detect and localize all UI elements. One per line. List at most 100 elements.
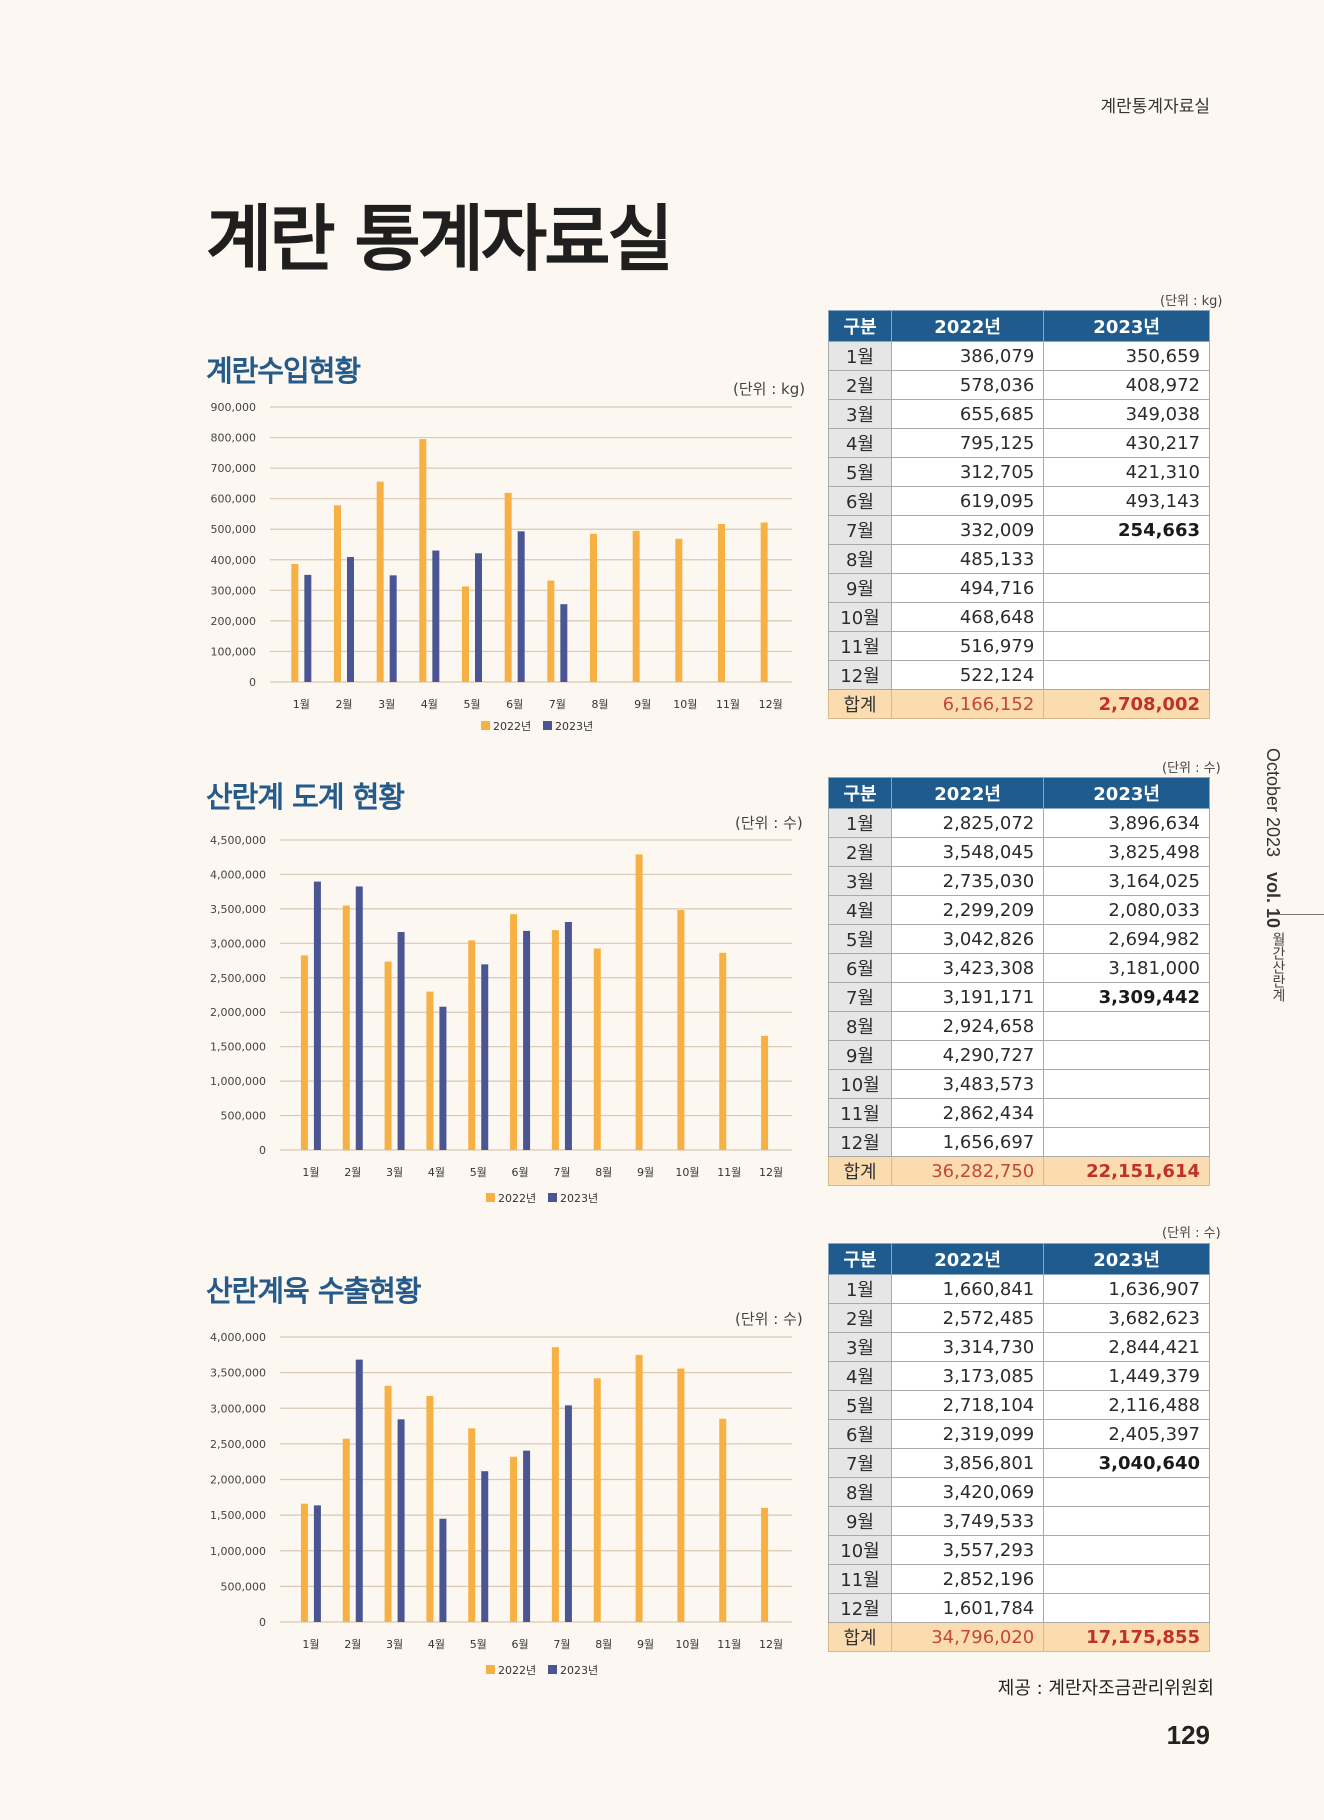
bar-2022 bbox=[300, 1503, 308, 1622]
value-2022: 3,423,308 bbox=[890, 953, 1045, 983]
bar-2022 bbox=[468, 940, 476, 1150]
table-egg-import: 구분 2022년 2023년 1월 386,079 350,659 2월 578,036 408… bbox=[828, 310, 1210, 719]
table-row: 4월 795,125 430,217 bbox=[828, 428, 1210, 458]
value-2022: 485,133 bbox=[890, 544, 1045, 574]
x-tick-label: 12월 bbox=[759, 1638, 783, 1651]
table-row: 5월 3,042,826 2,694,982 bbox=[828, 924, 1210, 954]
bar-2022 bbox=[635, 854, 643, 1150]
x-tick-label: 11월 bbox=[716, 698, 740, 711]
value-2022: 1,660,841 bbox=[890, 1274, 1045, 1304]
month-cell: 11월 bbox=[828, 1564, 892, 1594]
value-2023 bbox=[1043, 1127, 1210, 1157]
bar-2022 bbox=[291, 564, 299, 682]
legend-label-2023: 2023년 bbox=[560, 1192, 598, 1205]
value-2022: 468,648 bbox=[890, 602, 1045, 632]
table-row: 11월 516,979 bbox=[828, 631, 1210, 661]
total-row: 합계 6,166,152 2,708,002 bbox=[828, 689, 1210, 719]
month-cell: 7월 bbox=[828, 982, 892, 1012]
legend-label-2022: 2022년 bbox=[498, 1664, 536, 1677]
bar-2023 bbox=[313, 881, 321, 1150]
total-2022: 36,282,750 bbox=[890, 1156, 1045, 1186]
month-cell: 3월 bbox=[828, 1332, 892, 1362]
table-row: 1월 2,825,072 3,896,634 bbox=[828, 808, 1210, 838]
value-2022: 3,042,826 bbox=[890, 924, 1045, 954]
y-tick-label: 4,500,000 bbox=[210, 834, 266, 847]
value-2022: 2,862,434 bbox=[890, 1098, 1045, 1128]
x-tick-label: 3월 bbox=[378, 698, 395, 711]
y-tick-label: 100,000 bbox=[211, 645, 257, 658]
value-2023: 2,116,488 bbox=[1043, 1390, 1210, 1420]
month-cell: 4월 bbox=[828, 1361, 892, 1391]
month-cell: 1월 bbox=[828, 1274, 892, 1304]
total-row: 합계 36,282,750 22,151,614 bbox=[828, 1156, 1210, 1186]
table-row: 12월 522,124 bbox=[828, 660, 1210, 690]
table-row: 4월 2,299,209 2,080,033 bbox=[828, 895, 1210, 925]
value-2022: 2,572,485 bbox=[890, 1303, 1045, 1333]
table-unit-egg-import: (단위 : kg) bbox=[1160, 294, 1223, 309]
total-row: 합계 34,796,020 17,175,855 bbox=[828, 1622, 1210, 1652]
total-2022: 34,796,020 bbox=[890, 1622, 1045, 1652]
legend-swatch-2023 bbox=[548, 1665, 557, 1674]
bar-2023 bbox=[523, 1450, 531, 1622]
table-row: 8월 485,133 bbox=[828, 544, 1210, 574]
total-2023: 17,175,855 bbox=[1043, 1622, 1210, 1652]
x-tick-label: 2월 bbox=[344, 1638, 361, 1651]
value-2022: 386,079 bbox=[890, 341, 1045, 371]
x-tick-label: 3월 bbox=[386, 1166, 403, 1179]
value-2022: 2,718,104 bbox=[890, 1390, 1045, 1420]
total-label: 합계 bbox=[828, 1156, 892, 1186]
bar-2023 bbox=[355, 1359, 363, 1622]
table-unit-hen-slaughter: (단위 : 수) bbox=[1162, 761, 1221, 776]
legend-label-2022: 2022년 bbox=[493, 720, 531, 733]
value-2022: 3,314,730 bbox=[890, 1332, 1045, 1362]
value-2023 bbox=[1043, 544, 1210, 574]
table-hen-slaughter: 구분 2022년 2023년 1월 2,825,072 3,896,634 2월 3,548,… bbox=[828, 777, 1210, 1186]
value-2023: 3,896,634 bbox=[1043, 808, 1210, 838]
y-tick-label: 600,000 bbox=[211, 493, 257, 506]
table-row: 10월 3,483,573 bbox=[828, 1069, 1210, 1099]
month-cell: 8월 bbox=[828, 1477, 892, 1507]
y-tick-label: 900,000 bbox=[211, 401, 257, 414]
month-cell: 1월 bbox=[828, 808, 892, 838]
month-cell: 12월 bbox=[828, 1593, 892, 1623]
table-hen-meat-export: 구분 2022년 2023년 1월 1,660,841 1,636,907 2월 2,572,… bbox=[828, 1243, 1210, 1652]
value-2022: 3,749,533 bbox=[890, 1506, 1045, 1536]
bar-2022 bbox=[510, 914, 518, 1150]
table-row: 9월 3,749,533 bbox=[828, 1506, 1210, 1536]
x-tick-label: 12월 bbox=[759, 698, 783, 711]
value-2022: 3,856,801 bbox=[890, 1448, 1045, 1478]
value-2022: 2,852,196 bbox=[890, 1564, 1045, 1594]
table-row: 12월 1,656,697 bbox=[828, 1127, 1210, 1157]
column-header: 구분 bbox=[828, 1243, 892, 1275]
section-title-hen-meat-export: 산란계육 수출현황 bbox=[206, 1274, 422, 1308]
x-tick-label: 11월 bbox=[717, 1166, 741, 1179]
table-row: 4월 3,173,085 1,449,379 bbox=[828, 1361, 1210, 1391]
x-tick-label: 4월 bbox=[428, 1166, 445, 1179]
y-tick-label: 700,000 bbox=[211, 462, 257, 475]
y-tick-label: 3,500,000 bbox=[210, 903, 266, 916]
month-cell: 8월 bbox=[828, 544, 892, 574]
running-head: 계란통계자료실 bbox=[1100, 97, 1210, 117]
bar-2022 bbox=[677, 1368, 685, 1622]
value-2022: 516,979 bbox=[890, 631, 1045, 661]
y-tick-label: 2,500,000 bbox=[210, 1438, 266, 1451]
side-divider bbox=[1268, 914, 1324, 915]
chart-egg-import: 0 100,000 200,000 300,000 400,000 500,000 600,… bbox=[211, 401, 792, 733]
value-2023: 349,038 bbox=[1043, 399, 1210, 429]
bar-2022 bbox=[384, 961, 392, 1150]
x-tick-label: 6월 bbox=[512, 1166, 529, 1179]
y-tick-label: 1,000,000 bbox=[210, 1075, 266, 1088]
bar-2023 bbox=[475, 553, 482, 682]
bar-2022 bbox=[719, 1418, 727, 1622]
bar-2023 bbox=[397, 1419, 405, 1622]
table-row: 9월 494,716 bbox=[828, 573, 1210, 603]
value-2022: 2,299,209 bbox=[890, 895, 1045, 925]
x-tick-label: 8월 bbox=[595, 1166, 612, 1179]
table-header-row: 구분 2022년 2023년 bbox=[828, 1243, 1210, 1275]
chart-unit-egg-import: (단위 : kg) bbox=[733, 380, 806, 398]
table-row: 6월 3,423,308 3,181,000 bbox=[828, 953, 1210, 983]
y-tick-label: 300,000 bbox=[211, 584, 257, 597]
month-cell: 10월 bbox=[828, 1535, 892, 1565]
x-tick-label: 6월 bbox=[506, 698, 523, 711]
month-cell: 10월 bbox=[828, 602, 892, 632]
